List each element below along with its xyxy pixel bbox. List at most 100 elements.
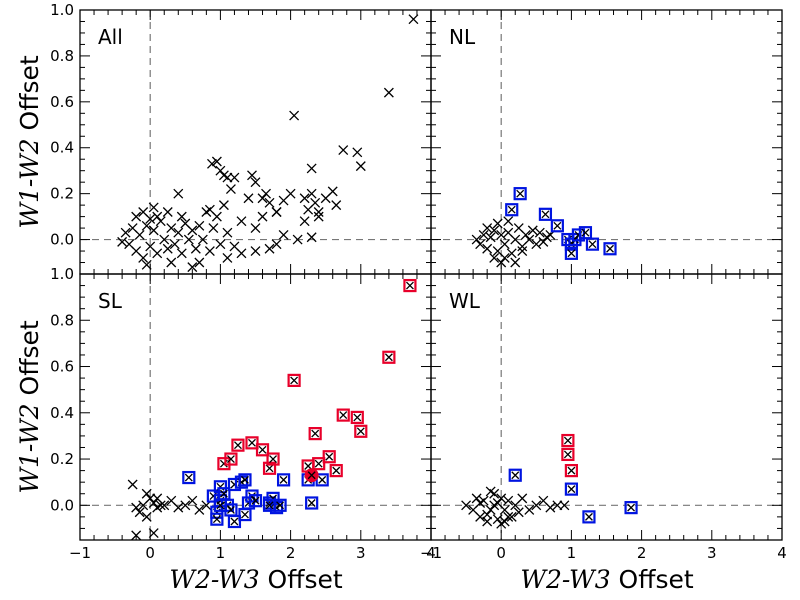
- x-marker: [405, 281, 414, 290]
- blue-square-marker: [624, 501, 638, 515]
- red-square-marker-outline: [354, 424, 368, 438]
- x-marker: [222, 252, 233, 263]
- blue-square-marker: [508, 468, 522, 482]
- x-marker: [257, 211, 268, 222]
- panel-label: All: [98, 25, 123, 49]
- x-marker: [166, 257, 177, 268]
- x-marker: [311, 429, 320, 438]
- x-marker: [531, 500, 542, 511]
- x-marker: [489, 252, 500, 263]
- x-marker: [219, 489, 228, 498]
- x-marker: [503, 216, 514, 227]
- blue-square-marker: [538, 207, 553, 221]
- x-marker: [271, 207, 282, 217]
- blue-square-marker-outline: [238, 473, 252, 487]
- x-marker: [141, 220, 152, 231]
- red-square-marker-outline: [561, 433, 575, 448]
- x-marker: [159, 234, 170, 245]
- x-marker: [339, 411, 348, 420]
- x-marker: [197, 234, 208, 245]
- x-marker: [352, 147, 363, 158]
- x-marker: [559, 500, 570, 511]
- blue-square-marker: [248, 494, 263, 508]
- y-axis-label-bottom: W1-W2 Offset: [15, 320, 44, 494]
- x-marker: [356, 427, 365, 436]
- panel-label: NL: [449, 25, 476, 49]
- panel-sl: SL 0.0 0.2 0.4 0.6 0.8 1.0 −1 0 1 2 3 4: [50, 265, 436, 562]
- blue-square-marker: [276, 473, 291, 487]
- x-marker: [513, 507, 524, 518]
- x-tick-label: 4: [426, 544, 436, 562]
- x-marker: [230, 517, 239, 526]
- x-axis-label-left: W2-W3 Offset: [169, 565, 343, 594]
- red-square-marker: [382, 350, 396, 364]
- x-marker: [511, 471, 520, 480]
- x-marker: [489, 488, 500, 499]
- red-square-marker-outline: [329, 464, 343, 478]
- x-marker: [152, 248, 163, 259]
- x-marker: [248, 438, 256, 447]
- x-marker: [225, 184, 236, 195]
- x-marker: [131, 211, 142, 222]
- x-axis-label-left-word: Offset: [260, 565, 343, 594]
- panel-label: WL: [449, 289, 481, 313]
- x-marker: [190, 243, 201, 254]
- x-marker: [134, 230, 145, 240]
- red-square-marker: [312, 457, 326, 471]
- x-marker: [145, 213, 156, 224]
- blue-square-marker: [564, 246, 579, 260]
- markers: [117, 14, 419, 273]
- x-marker: [384, 353, 393, 362]
- x-marker: [233, 441, 242, 450]
- x-marker: [120, 227, 131, 238]
- x-marker: [299, 193, 310, 204]
- blue-square-marker-outline: [262, 498, 277, 512]
- panels: All 0.0 0.2 0.4 0.6 0.8 1.0 NL SL 0.0 0.2 0.4 0.6 0.8…: [50, 1, 787, 562]
- x-marker: [489, 225, 500, 236]
- x-marker: [581, 228, 590, 237]
- x-marker: [353, 413, 362, 422]
- x-marker: [187, 225, 198, 236]
- x-marker: [211, 156, 222, 167]
- x-marker: [527, 225, 538, 236]
- x-tick-label: 1: [567, 544, 577, 562]
- x-marker: [475, 239, 486, 250]
- x-tick-label: 3: [356, 544, 366, 562]
- x-marker: [307, 499, 316, 507]
- y-tick-label: 0.8: [50, 47, 74, 65]
- x-tick-label: 2: [637, 544, 647, 562]
- x-marker: [567, 485, 576, 494]
- blue-square-marker: [305, 496, 319, 510]
- x-marker: [204, 204, 215, 215]
- x-marker: [236, 216, 247, 227]
- x-marker: [307, 471, 316, 480]
- blue-square-marker-outline: [538, 207, 553, 221]
- x-marker: [563, 450, 572, 459]
- x-marker: [492, 514, 503, 525]
- x-marker: [517, 493, 528, 504]
- red-square-marker-outline: [245, 436, 259, 450]
- x-marker: [482, 509, 493, 520]
- x-marker: [482, 243, 493, 254]
- blue-square-marker-outline: [603, 242, 617, 256]
- x-tick-label: 3: [707, 544, 717, 562]
- x-marker: [355, 161, 366, 172]
- y-axis-label-bottom-word: Offset: [15, 320, 44, 403]
- x-marker: [292, 234, 303, 245]
- y-axis-label-top-word: Offset: [15, 55, 44, 138]
- blue-square-marker-outline: [248, 494, 263, 508]
- blue-square-marker: [585, 237, 600, 251]
- blue-square-marker: [238, 473, 252, 487]
- x-marker: [212, 515, 221, 524]
- x-marker: [567, 466, 576, 475]
- blue-square-marker-outline: [276, 473, 291, 487]
- panel-all: All 0.0 0.2 0.4 0.6 0.8 1.0: [50, 1, 432, 275]
- blue-square-marker-outline: [213, 498, 227, 512]
- x-marker: [553, 221, 562, 230]
- x-marker: [503, 495, 514, 506]
- x-marker: [531, 239, 542, 250]
- x-tick-label: 0: [496, 544, 506, 562]
- x-marker: [541, 210, 550, 219]
